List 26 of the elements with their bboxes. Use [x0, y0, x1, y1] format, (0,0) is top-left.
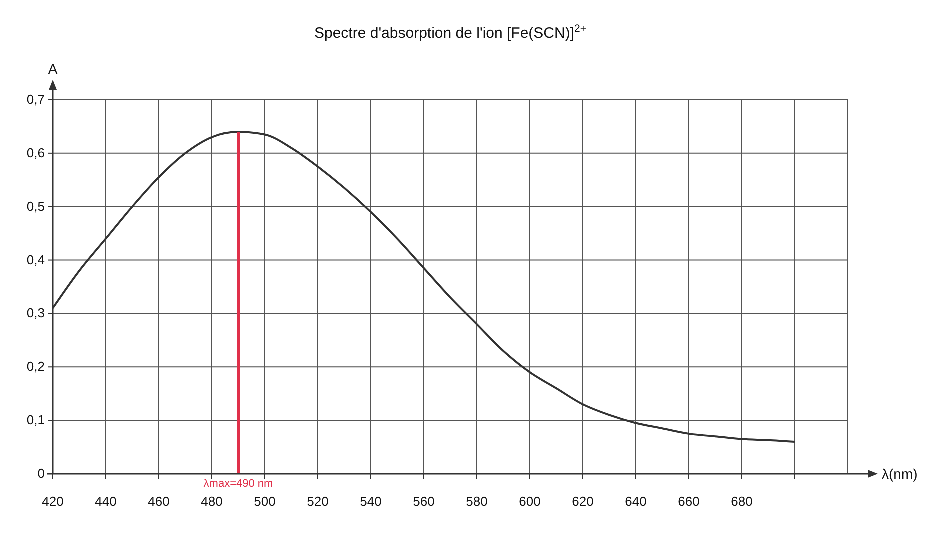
x-tick-label: 600: [519, 494, 541, 509]
y-tick-label: 0,1: [26, 412, 45, 428]
ref-line-label: λmax=490 nm: [204, 478, 274, 490]
x-tick-label: 680: [731, 494, 753, 509]
chart-title: Spectre d'absorption de l'ion [Fe(SCN)]$^{2+}$: [314, 23, 587, 42]
x-tick-label: 520: [307, 494, 329, 509]
x-tick-label: 620: [572, 494, 594, 509]
y-axis-title: A: [48, 61, 58, 77]
x-tick-label: 480: [201, 494, 223, 509]
x-tick-label: 460: [148, 494, 170, 509]
x-axis-title: λ(nm): [882, 466, 918, 482]
x-tick-label: 420: [42, 494, 64, 509]
x-tick-label: 500: [254, 494, 276, 509]
x-tick-label: 660: [678, 494, 700, 509]
x-tick-label: 440: [95, 494, 117, 509]
y-tick-label: 0: [38, 466, 45, 481]
x-tick-label: 560: [413, 494, 435, 509]
y-tick-label: 0,5: [26, 198, 45, 214]
y-tick-label: 0,3: [26, 306, 45, 321]
x-tick-label: 580: [466, 494, 488, 509]
x-tick-label: 540: [360, 494, 382, 509]
y-tick-label: 0,7: [26, 92, 45, 107]
y-tick-label: 0,6: [26, 145, 45, 160]
y-tick-label: 0,2: [26, 359, 45, 374]
x-tick-label: 640: [625, 494, 647, 509]
y-tick-label: 0,4: [26, 252, 45, 268]
